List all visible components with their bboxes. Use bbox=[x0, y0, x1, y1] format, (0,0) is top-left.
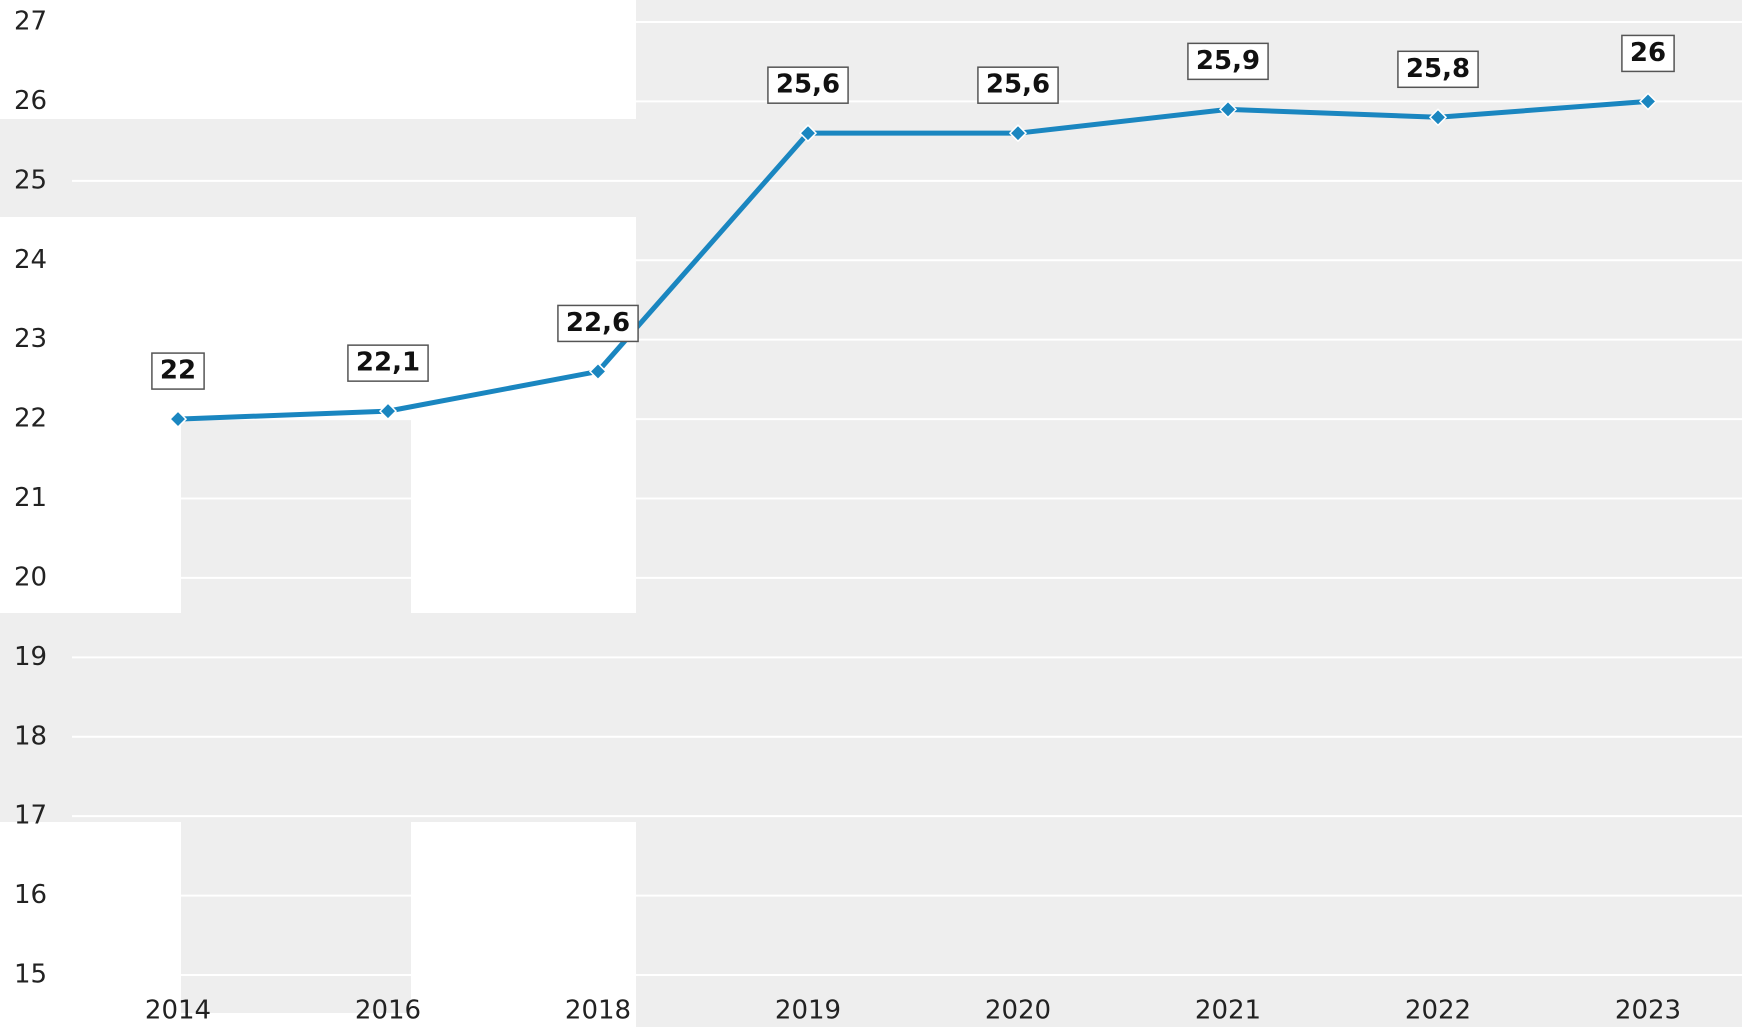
x-tick-label: 2020 bbox=[985, 996, 1051, 1026]
y-tick-label: 16 bbox=[14, 880, 47, 910]
marker bbox=[1638, 92, 1658, 111]
value-label: 22 bbox=[160, 356, 196, 386]
y-tick-label: 22 bbox=[14, 404, 47, 434]
marker bbox=[1218, 100, 1238, 119]
value-label: 26 bbox=[1630, 38, 1666, 68]
value-label-box bbox=[1621, 34, 1675, 73]
y-tick-label: 17 bbox=[14, 801, 47, 831]
value-label-box bbox=[151, 352, 205, 390]
value-label: 25,6 bbox=[986, 70, 1050, 100]
background-patch bbox=[0, 822, 181, 1027]
x-tick-label: 2014 bbox=[145, 996, 211, 1026]
marker bbox=[378, 402, 398, 421]
y-tick-label: 21 bbox=[14, 483, 47, 513]
value-label-box bbox=[557, 304, 639, 343]
background-patch bbox=[0, 0, 636, 119]
background-patch bbox=[181, 420, 411, 613]
value-label: 25,6 bbox=[776, 70, 840, 100]
value-label: 25,9 bbox=[1196, 46, 1260, 76]
y-tick-label: 27 bbox=[14, 7, 47, 37]
x-tick-label: 2022 bbox=[1405, 996, 1471, 1026]
y-tick-label: 18 bbox=[14, 721, 47, 751]
value-label: 22,1 bbox=[356, 348, 420, 378]
x-tick-label: 2016 bbox=[355, 996, 421, 1026]
x-tick-label: 2021 bbox=[1195, 996, 1261, 1026]
marker bbox=[588, 362, 608, 381]
marker bbox=[168, 410, 188, 429]
y-tick-label: 15 bbox=[14, 960, 47, 990]
value-label-box bbox=[977, 66, 1059, 104]
value-label: 25,8 bbox=[1406, 54, 1470, 84]
y-tick-label: 19 bbox=[14, 642, 47, 672]
value-label-box bbox=[1397, 50, 1479, 89]
background-patch bbox=[411, 822, 636, 1027]
value-label: 22,6 bbox=[566, 308, 630, 338]
x-tick-label: 2023 bbox=[1615, 996, 1681, 1026]
marker bbox=[1428, 108, 1448, 127]
y-tick-label: 26 bbox=[14, 86, 47, 116]
value-label-box bbox=[1187, 42, 1269, 81]
y-tick-label: 25 bbox=[14, 165, 47, 195]
value-label-box bbox=[767, 66, 849, 104]
marker bbox=[1008, 124, 1028, 143]
x-tick-label: 2018 bbox=[565, 996, 631, 1026]
y-tick-label: 20 bbox=[14, 562, 47, 592]
value-label-box bbox=[347, 344, 429, 382]
y-tick-label: 23 bbox=[14, 324, 47, 354]
marker bbox=[798, 124, 818, 143]
line bbox=[177, 98, 1649, 422]
x-tick-label: 2019 bbox=[775, 996, 841, 1026]
background-patch bbox=[181, 1013, 411, 1027]
y-tick-label: 24 bbox=[14, 245, 47, 275]
